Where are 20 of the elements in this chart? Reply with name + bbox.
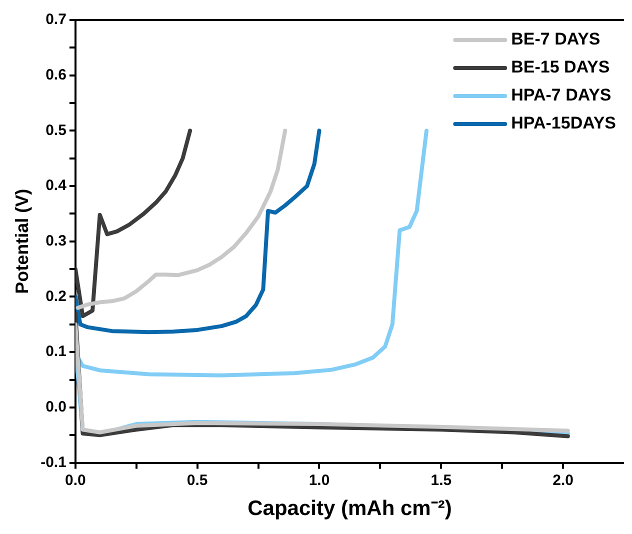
x-tick-label: 2.0 [552, 472, 574, 489]
y-tick-label: 0.2 [46, 288, 66, 305]
legend-label: HPA-7 DAYS [511, 86, 612, 105]
y-tick-label: -0.1 [40, 454, 66, 471]
y-tick-label: 0.0 [46, 398, 66, 416]
x-tick-label: 0.5 [186, 472, 208, 489]
y-tick-label: 0.4 [46, 177, 68, 194]
y-tick-label: 0.1 [46, 343, 66, 360]
x-tick-label: 0.0 [65, 472, 86, 489]
y-tick-label: 0.5 [46, 122, 66, 139]
x-axis-title: Capacity (mAh cm⁻²) [248, 497, 452, 520]
y-axis-title: Potential (V) [12, 188, 32, 294]
x-tick-label: 1.5 [430, 472, 452, 489]
legend-label: HPA-15DAYS [511, 114, 616, 133]
y-tick-label: 0.7 [46, 11, 66, 28]
legend-label: BE-15 DAYS [511, 58, 610, 77]
y-tick-label: 0.3 [46, 232, 66, 250]
legend-label: BE-7 DAYS [511, 30, 600, 49]
y-tick-label: 0.6 [46, 66, 66, 84]
x-tick-label: 1.0 [308, 472, 330, 489]
